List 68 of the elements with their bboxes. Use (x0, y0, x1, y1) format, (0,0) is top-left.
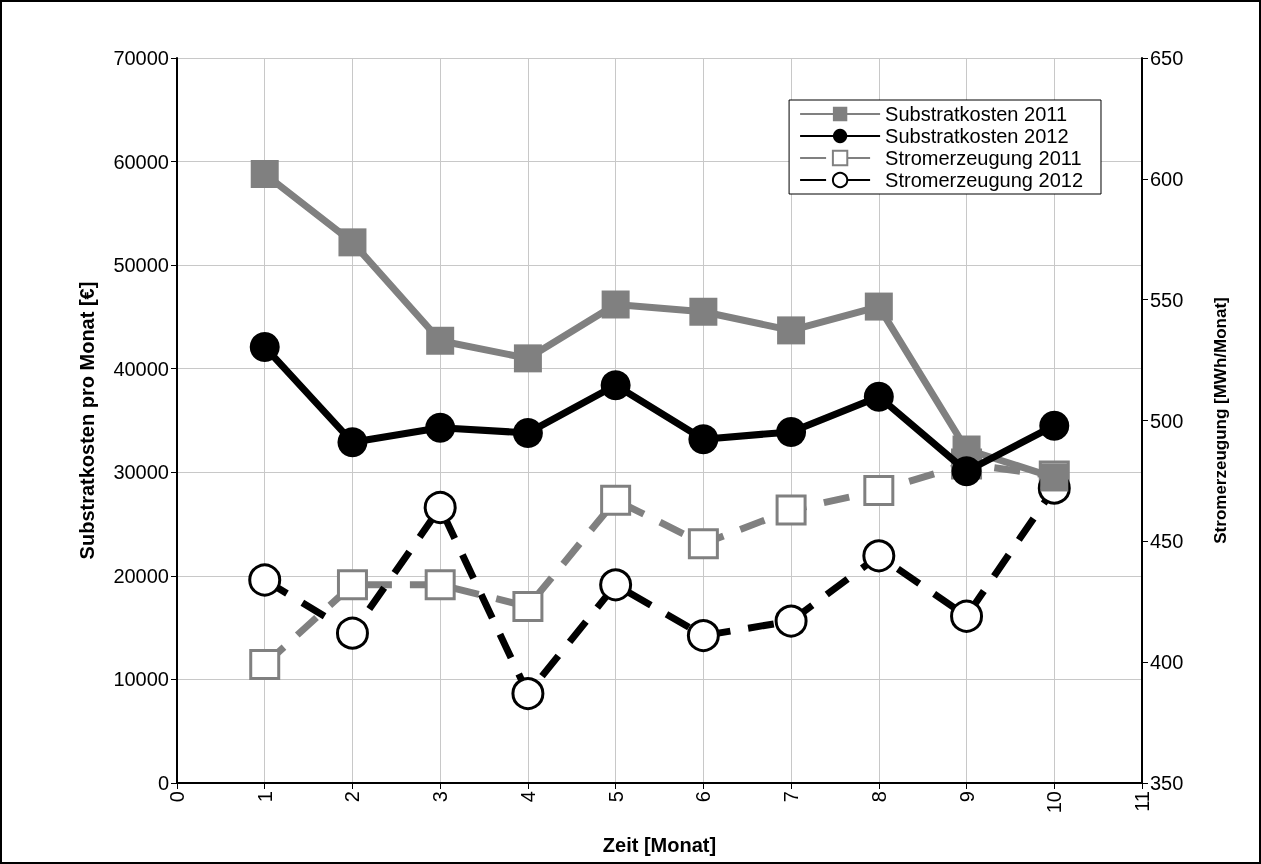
x-tick-label: 10 (1043, 791, 1066, 814)
point (426, 326, 455, 355)
legend-label: Stromerzeugung 2012 (885, 169, 1084, 191)
point (689, 297, 718, 326)
y-tick-label: 60000 (113, 150, 169, 173)
point (512, 417, 543, 448)
point (774, 604, 808, 638)
point (600, 370, 631, 401)
x-tick-label: 11 (1131, 791, 1153, 812)
y-tick-label: 50000 (113, 254, 169, 277)
y-tick-label: 20000 (113, 564, 169, 587)
point (249, 649, 281, 681)
point (951, 456, 982, 487)
x-tick-label: 3 (429, 791, 452, 803)
y-tick-label: 40000 (113, 357, 169, 380)
x-axis-title: Zeit [Monat] (602, 834, 717, 856)
y2-tick-label: 500 (1150, 409, 1184, 432)
point (688, 424, 719, 455)
point (249, 331, 280, 362)
point (601, 290, 630, 319)
point (337, 427, 368, 458)
point (862, 539, 896, 573)
x-tick-label: 8 (867, 791, 890, 803)
y2-tick-label: 650 (1150, 47, 1184, 69)
point (599, 568, 633, 602)
point (776, 416, 807, 447)
x-tick-label: 5 (604, 791, 627, 803)
y-tick-label: 70000 (113, 47, 169, 69)
legend-label: Substratkosten 2012 (885, 125, 1069, 147)
y2-tick-label: 400 (1150, 651, 1184, 674)
point (863, 381, 894, 412)
point (600, 484, 632, 516)
x-tick-label: 2 (341, 791, 364, 803)
x-tick-label: 9 (955, 791, 978, 803)
point (338, 228, 367, 257)
point (512, 591, 544, 623)
point (336, 569, 368, 601)
point (775, 494, 807, 526)
y2-axis-title: Stromerzeugung [MWh/Monat] (1211, 297, 1230, 544)
x-tick-label: 6 (692, 791, 715, 803)
x-tick-label: 7 (780, 791, 803, 803)
point (1039, 410, 1070, 441)
point (424, 569, 456, 601)
y2-tick-label: 450 (1150, 530, 1184, 553)
point (248, 563, 282, 597)
y2-tick-label: 550 (1150, 288, 1184, 311)
point (950, 599, 984, 633)
y2-tick-label: 600 (1150, 167, 1184, 190)
point (687, 528, 719, 560)
x-tick-label: 0 (166, 791, 188, 803)
legend-label: Substratkosten 2011 (885, 103, 1068, 125)
point (425, 412, 456, 443)
point (864, 292, 893, 321)
y2-tick-label: 350 (1150, 772, 1184, 794)
point (335, 616, 369, 650)
point (513, 344, 542, 373)
y-tick-label: 30000 (113, 461, 169, 484)
point (686, 619, 720, 653)
x-tick-label: 4 (516, 791, 539, 803)
point (423, 491, 457, 524)
point (511, 677, 545, 711)
legend-label: Stromerzeugung 2011 (885, 147, 1082, 169)
x-tick-label: 1 (253, 791, 276, 803)
y-axis-title: Substratkosten pro Monat [€] (76, 281, 98, 560)
point (777, 316, 806, 345)
point (863, 475, 895, 507)
point (250, 160, 279, 188)
y-tick-label: 10000 (113, 668, 169, 691)
